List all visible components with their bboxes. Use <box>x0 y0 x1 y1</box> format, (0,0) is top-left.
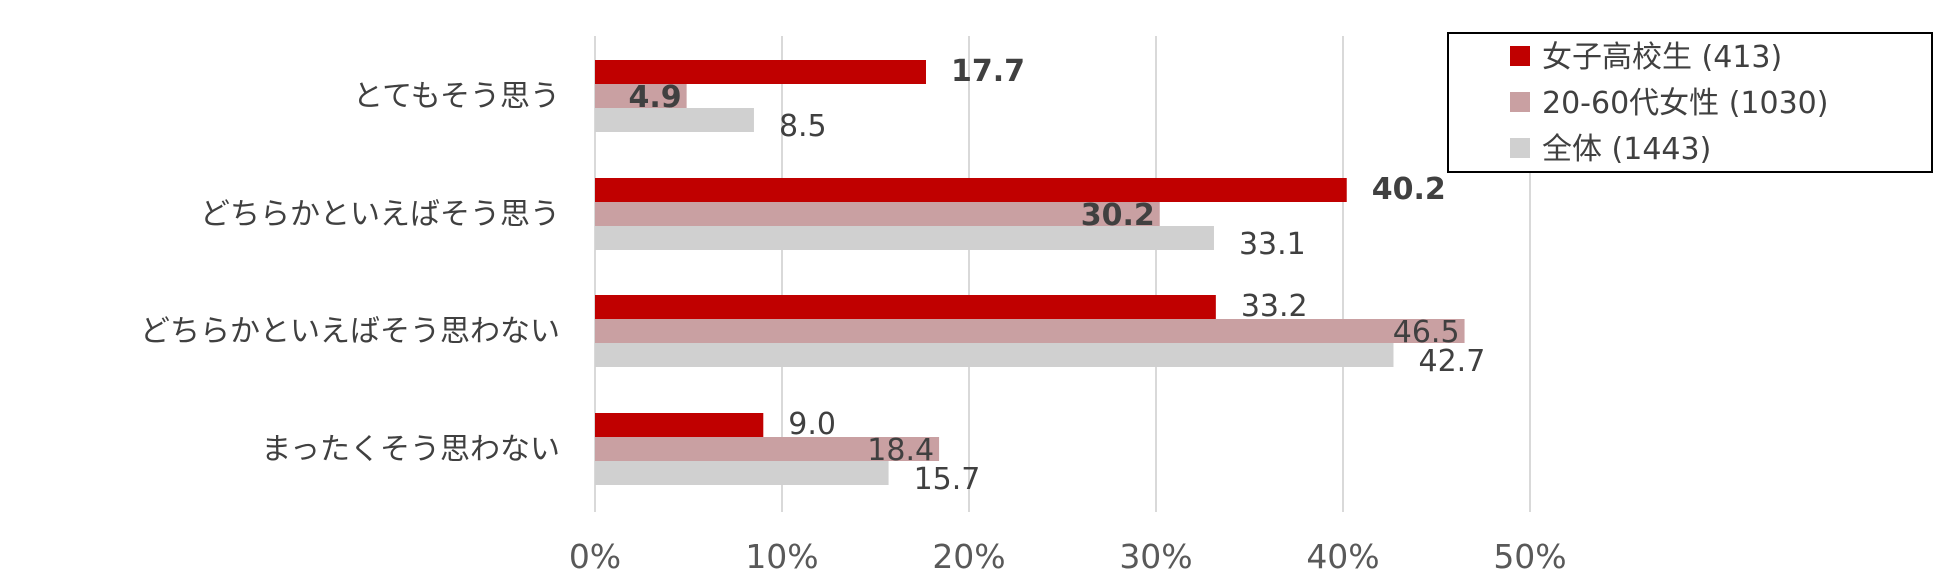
bar <box>595 202 1160 226</box>
legend-swatch <box>1510 46 1530 66</box>
legend-label: 女子高校生 (413) <box>1542 40 1782 75</box>
x-tick-label: 20% <box>932 537 1005 576</box>
value-label: 46.5 <box>1393 315 1460 350</box>
category-label: とてもそう思う <box>353 79 560 114</box>
value-label: 33.1 <box>1239 227 1306 262</box>
category-label: どちらかといえばそう思う <box>200 197 560 232</box>
bar <box>595 226 1214 250</box>
legend-label: 20-60代女性 (1030) <box>1542 86 1828 121</box>
value-label: 8.5 <box>779 109 827 144</box>
x-tick-label: 0% <box>569 537 621 576</box>
x-tick-label: 30% <box>1119 537 1192 576</box>
bar <box>595 343 1394 367</box>
bar <box>595 437 940 461</box>
bar <box>595 108 754 132</box>
bar <box>595 295 1216 319</box>
value-label: 4.9 <box>628 80 681 115</box>
value-label: 9.0 <box>788 407 836 442</box>
bar <box>595 60 926 84</box>
category-label: まったくそう思わない <box>261 432 560 467</box>
bar <box>595 178 1347 202</box>
x-tick-label: 50% <box>1493 537 1566 576</box>
x-tick-labels: 0% 10% 20% 30% 40% 50% <box>569 537 1567 576</box>
bar <box>595 413 764 437</box>
value-label: 18.4 <box>867 433 934 468</box>
x-tick-label: 10% <box>745 537 818 576</box>
bar <box>595 319 1465 343</box>
legend-label: 全体 (1443) <box>1542 132 1711 167</box>
legend-swatch <box>1510 92 1530 112</box>
x-tick-label: 40% <box>1306 537 1379 576</box>
value-label: 30.2 <box>1081 198 1155 233</box>
bar <box>595 84 687 108</box>
legend: 女子高校生 (413) 20-60代女性 (1030) 全体 (1443) <box>1447 32 1933 173</box>
value-label: 33.2 <box>1241 289 1308 324</box>
value-label: 15.7 <box>914 462 981 497</box>
bars <box>595 60 1465 485</box>
value-labels: 17.7 4.9 8.5 40.2 30.2 33.1 33.2 46.542.7 9.0 18.… <box>628 54 1485 497</box>
value-label: 40.2 <box>1372 172 1446 207</box>
value-label: 17.7 <box>951 54 1025 89</box>
value-label: 42.7 <box>1418 344 1485 379</box>
bar <box>595 461 889 485</box>
category-labels: とてもそう思うどちらかといえばそう思うどちらかといえばそう思わないまったくそう思… <box>140 79 560 467</box>
category-label: どちらかといえばそう思わない <box>140 314 560 349</box>
legend-swatch <box>1510 138 1530 158</box>
